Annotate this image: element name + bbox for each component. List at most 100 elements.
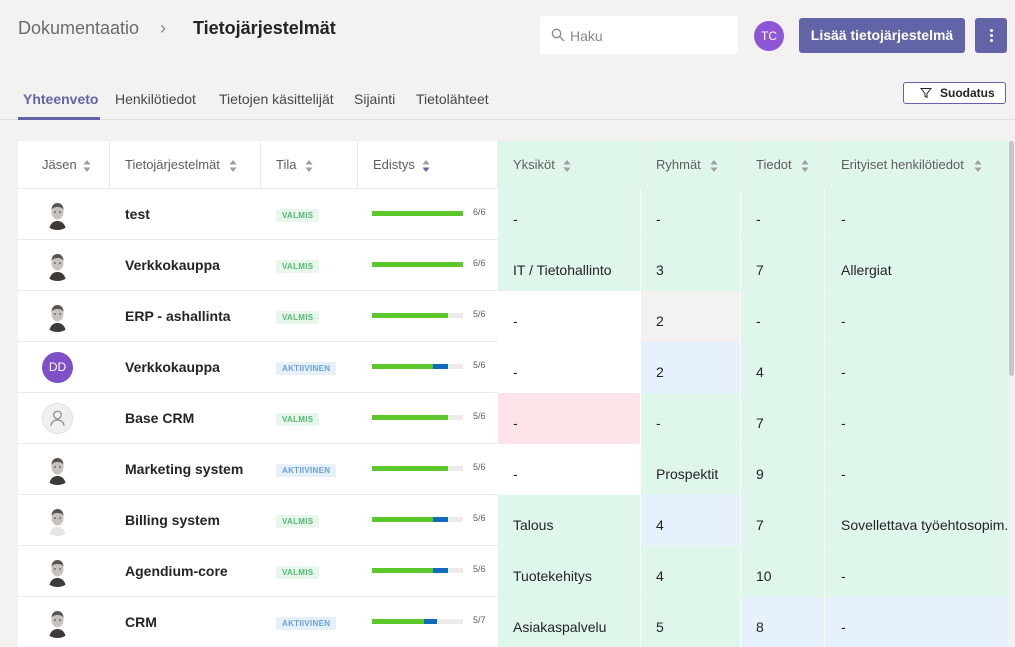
cell-highlight bbox=[741, 495, 824, 546]
cell-units: Talous bbox=[513, 517, 554, 533]
cell-highlight bbox=[741, 342, 824, 393]
table-row[interactable]: Verkkokauppa VALMIS 6/6 IT / Tietohallinto 3… bbox=[18, 240, 1008, 291]
system-name[interactable]: ERP - ashallinta bbox=[125, 308, 231, 324]
system-name[interactable]: Billing system bbox=[125, 512, 220, 528]
status-badge: VALMIS bbox=[276, 260, 320, 273]
header: Dokumentaatio › Tietojärjestelmät TC Lis… bbox=[0, 0, 1015, 68]
table-row[interactable]: Billing system VALMIS 5/6 Talous 4 7 Sovellett… bbox=[18, 495, 1008, 546]
cell-groups: 4 bbox=[656, 568, 664, 584]
table-row[interactable]: Base CRM VALMIS 5/6 - - 7 - bbox=[18, 393, 1008, 444]
column-header-yksikot[interactable]: Yksiköt bbox=[513, 157, 555, 172]
sort-icon[interactable] bbox=[83, 159, 91, 178]
column-header-ryhmat[interactable]: Ryhmät bbox=[656, 157, 701, 172]
table-row[interactable]: Agendium-core VALMIS 5/6 Tuotekehitys 4 10 - bbox=[18, 546, 1008, 597]
cell-groups: 2 bbox=[656, 313, 664, 329]
progress-fraction: 5/6 bbox=[473, 513, 486, 523]
column-header-edistys[interactable]: Edistys bbox=[373, 157, 415, 172]
cell-data: 7 bbox=[756, 415, 764, 431]
cell-highlight bbox=[825, 342, 1008, 393]
column-header-jasen[interactable]: Jäsen bbox=[42, 157, 77, 172]
cell-data: - bbox=[756, 313, 761, 329]
cell-groups: 5 bbox=[656, 619, 664, 635]
breadcrumb-separator: › bbox=[160, 18, 166, 38]
system-name[interactable]: Base CRM bbox=[125, 410, 195, 426]
more-options-button[interactable] bbox=[975, 18, 1007, 53]
table-row[interactable]: DD Verkkokauppa AKTIIVINEN 5/6 - 2 4 - bbox=[18, 342, 1008, 393]
cell-highlight bbox=[498, 342, 640, 393]
cell-highlight bbox=[498, 444, 640, 495]
person-placeholder-icon[interactable] bbox=[42, 403, 73, 434]
column-header-tietojarjestelmat[interactable]: Tietojärjestelmät bbox=[125, 157, 220, 172]
table-row[interactable]: ERP - ashallinta VALMIS 5/6 - 2 - - bbox=[18, 291, 1008, 342]
member-avatar[interactable] bbox=[42, 505, 73, 536]
system-name[interactable]: test bbox=[125, 206, 150, 222]
progress-bar bbox=[372, 619, 463, 624]
system-name[interactable]: CRM bbox=[125, 614, 157, 630]
member-avatar[interactable] bbox=[42, 607, 73, 638]
tab-yhteenveto[interactable]: Yhteenveto bbox=[23, 91, 99, 107]
sort-icon[interactable] bbox=[801, 159, 809, 178]
progress-bar bbox=[372, 262, 463, 267]
progress-bar bbox=[372, 568, 463, 573]
progress-bar bbox=[372, 466, 463, 471]
search-input[interactable] bbox=[570, 26, 730, 46]
cell-highlight bbox=[641, 189, 740, 240]
user-avatar[interactable]: TC bbox=[754, 21, 784, 51]
cell-highlight bbox=[498, 393, 640, 444]
column-header-tila[interactable]: Tila bbox=[276, 157, 297, 172]
cell-groups: 3 bbox=[656, 262, 664, 278]
system-name[interactable]: Verkkokauppa bbox=[125, 359, 220, 375]
member-avatar[interactable] bbox=[42, 556, 73, 587]
tab-tietojen-kasittelijat[interactable]: Tietojen käsittelijät bbox=[219, 91, 334, 107]
member-avatar[interactable] bbox=[42, 199, 73, 230]
cell-special: - bbox=[841, 568, 846, 584]
member-avatar[interactable]: DD bbox=[42, 352, 73, 383]
sort-desc-icon[interactable] bbox=[422, 159, 430, 178]
member-avatar[interactable] bbox=[42, 250, 73, 281]
scrollbar-thumb[interactable] bbox=[1009, 141, 1014, 376]
system-name[interactable]: Marketing system bbox=[125, 461, 244, 477]
progress-fraction: 6/6 bbox=[473, 207, 486, 217]
sort-icon[interactable] bbox=[974, 159, 982, 178]
column-header-tiedot[interactable]: Tiedot bbox=[756, 157, 792, 172]
cell-highlight bbox=[741, 546, 824, 597]
system-name[interactable]: Verkkokauppa bbox=[125, 257, 220, 273]
scrollbar[interactable] bbox=[1008, 141, 1015, 647]
cell-highlight bbox=[825, 189, 1008, 240]
cell-highlight bbox=[498, 495, 640, 546]
search-box[interactable] bbox=[540, 16, 738, 54]
cell-highlight bbox=[641, 393, 740, 444]
cell-special: Allergiat bbox=[841, 262, 892, 278]
column-header-erityiset[interactable]: Erityiset henkilötiedot bbox=[841, 157, 964, 172]
progress-bar bbox=[372, 211, 463, 216]
table-row[interactable]: Marketing system AKTIIVINEN 5/6 - Prospektit… bbox=[18, 444, 1008, 495]
cell-groups: - bbox=[656, 415, 661, 431]
cell-special: - bbox=[841, 466, 846, 482]
cell-highlight bbox=[825, 444, 1008, 495]
member-avatar[interactable] bbox=[42, 454, 73, 485]
tab-henkilotiedot[interactable]: Henkilötiedot bbox=[115, 91, 196, 107]
table-row[interactable]: test VALMIS 6/6 - - - - bbox=[18, 189, 1008, 240]
system-name[interactable]: Agendium-core bbox=[125, 563, 228, 579]
cell-units: - bbox=[513, 415, 518, 431]
cell-highlight bbox=[741, 393, 824, 444]
cell-groups: 4 bbox=[656, 517, 664, 533]
tab-tietolahteet[interactable]: Tietolähteet bbox=[416, 91, 489, 107]
progress-fraction: 5/6 bbox=[473, 564, 486, 574]
cell-units: Asiakaspalvelu bbox=[513, 619, 607, 635]
cell-highlight bbox=[641, 546, 740, 597]
add-system-button[interactable]: Lisää tietojärjestelmä bbox=[799, 18, 965, 53]
sort-icon[interactable] bbox=[229, 159, 237, 178]
tab-sijainti[interactable]: Sijainti bbox=[354, 91, 396, 107]
cell-highlight bbox=[825, 291, 1008, 342]
sort-icon[interactable] bbox=[710, 159, 718, 178]
sort-icon[interactable] bbox=[305, 159, 313, 178]
filter-button[interactable]: Suodatus bbox=[903, 82, 1006, 104]
sort-icon[interactable] bbox=[563, 159, 571, 178]
table-row[interactable]: CRM AKTIIVINEN 5/7 Asiakaspalvelu 5 8 - bbox=[18, 597, 1008, 647]
systems-table: test VALMIS 6/6 - - - - Verkkokauppa VALMIS 6/6 IT… bbox=[18, 141, 1008, 647]
breadcrumb-root[interactable]: Dokumentaatio bbox=[18, 18, 140, 38]
status-badge: VALMIS bbox=[276, 209, 320, 222]
status-badge: VALMIS bbox=[276, 566, 320, 579]
member-avatar[interactable] bbox=[42, 301, 73, 332]
